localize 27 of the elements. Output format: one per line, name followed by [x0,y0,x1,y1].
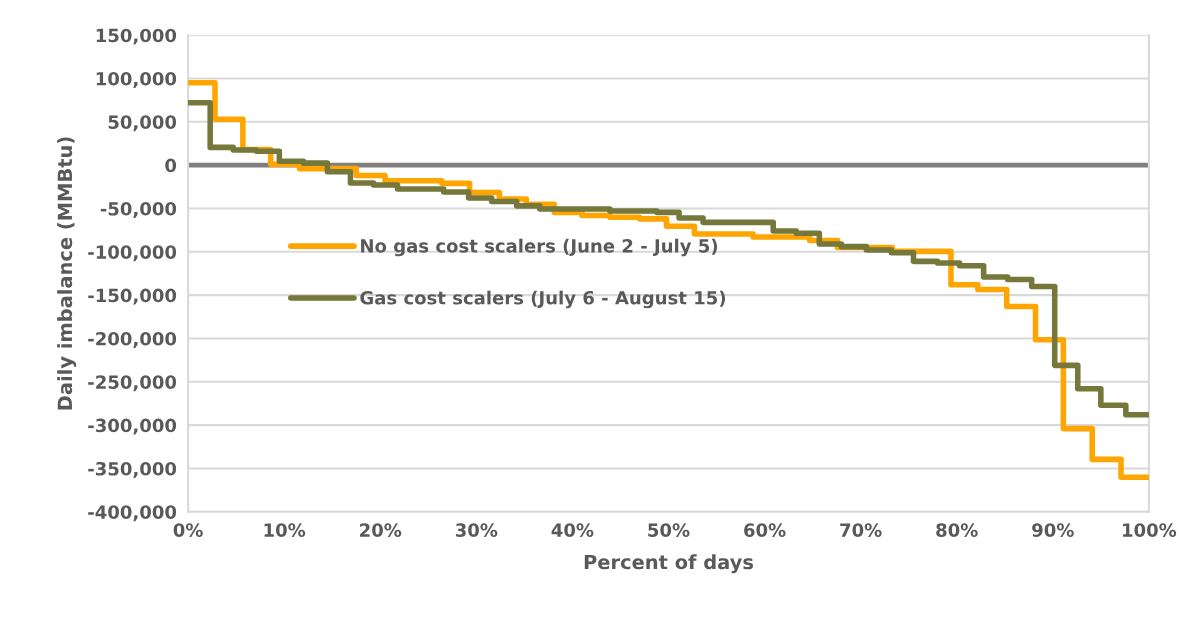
x-axis-title: Percent of days [584,554,754,574]
x-tick-label: 90% [1032,523,1074,537]
y-tick-label: 0 [165,158,177,173]
x-tick-label: 50% [648,523,690,537]
x-tick-label: 40% [551,523,594,537]
x-tick-label: 100% [1123,523,1177,537]
x-tick-label: 10% [264,523,306,537]
y-tick-label: 100,000 [96,71,177,88]
y-axis-title: Daily imbalance (MMBtu) [57,137,77,410]
y-tick-label: -250,000 [88,375,177,392]
y-tick-label: -200,000 [88,331,177,348]
x-tick-label: 80% [936,523,978,537]
y-tick-label: -300,000 [88,418,177,435]
y-tick-label: 50,000 [108,115,177,132]
legend-label: Gas cost scalers (July 6 - August 15) [360,290,726,309]
x-tick-label: 0% [173,523,203,537]
x-tick-label: 70% [840,523,882,537]
y-tick-label: -400,000 [88,505,177,522]
y-tick-label: -50,000 [100,201,177,218]
y-tick-label: -350,000 [88,461,177,478]
x-tick-label: 60% [744,523,786,537]
legend-label: No gas cost scalers (June 2 - July 5) [361,238,718,257]
x-tick-label: 30% [455,523,498,537]
x-tick-label: 20% [360,523,402,537]
y-tick-label: -100,000 [88,245,177,262]
y-tick-label: -150,000 [88,288,177,305]
y-tick-label: 150,000 [96,28,177,45]
